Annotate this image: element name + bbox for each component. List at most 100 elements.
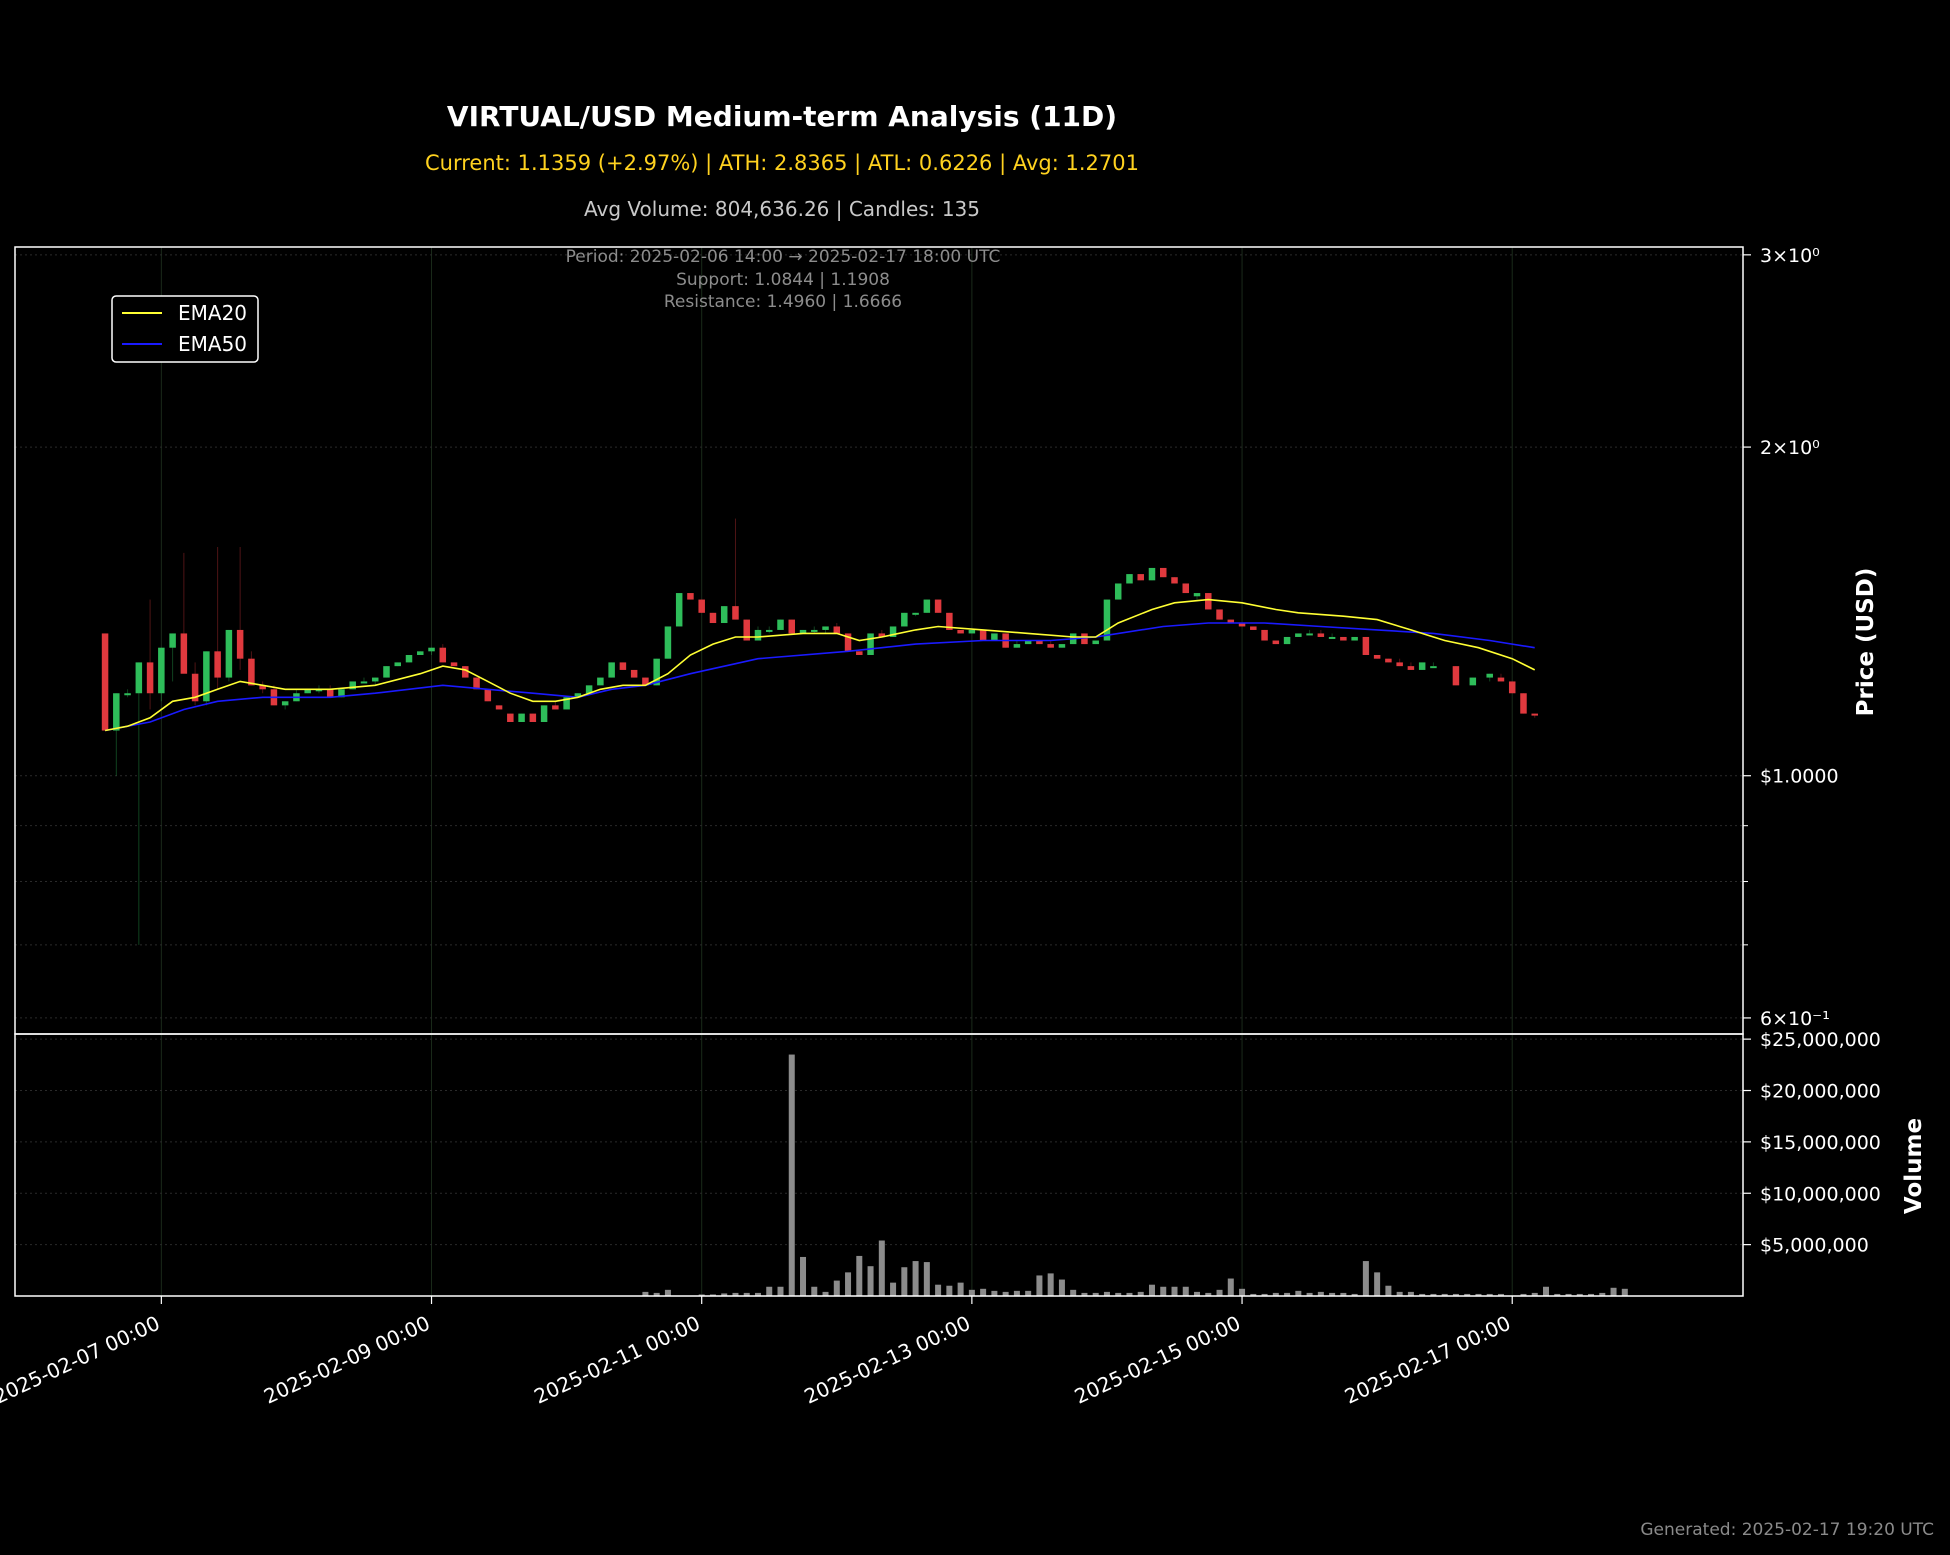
candle-body (371, 677, 379, 682)
candle-body (1081, 633, 1088, 645)
candle-body (597, 677, 604, 686)
candle-body (394, 662, 401, 667)
candle-body (360, 681, 368, 684)
annotation-period: Period: 2025-02-06 14:00 → 2025-02-17 18… (566, 247, 1001, 267)
volume-bar (1497, 1293, 1504, 1296)
candle-body (844, 633, 852, 652)
volume-bar (968, 1289, 975, 1296)
candle-body (405, 654, 413, 663)
volume-bar (1588, 1293, 1595, 1296)
volume-bar (1340, 1292, 1347, 1296)
price-tick-label: 2×10⁰ (1760, 437, 1820, 459)
volume-bar (1013, 1290, 1020, 1296)
volume-bar (1036, 1275, 1043, 1296)
candle-body (1373, 654, 1381, 659)
candle-body (417, 651, 424, 655)
candle-body (552, 705, 559, 710)
candle-body (1193, 593, 1201, 597)
volume-bar (1441, 1293, 1448, 1296)
candle-body (574, 693, 582, 698)
candle-body (214, 651, 221, 678)
candle-body (1531, 713, 1538, 716)
volume-bar (1385, 1285, 1392, 1296)
volume-bar (1396, 1291, 1403, 1296)
candle-body (1452, 666, 1460, 686)
candle-body (1283, 636, 1291, 645)
candle-body (1205, 593, 1212, 610)
volume-bar (698, 1294, 705, 1296)
volume-bar (845, 1272, 852, 1296)
candle-body (698, 599, 705, 613)
candle-body (720, 606, 728, 624)
candle-body (338, 689, 345, 698)
candle-body (1469, 677, 1477, 686)
candle-body (1137, 574, 1144, 581)
candle-body (991, 633, 998, 641)
candle-body (146, 662, 154, 694)
candle-body (169, 633, 176, 648)
candle-body (563, 697, 570, 710)
candle-body (1024, 640, 1032, 645)
candle-body (743, 619, 750, 641)
price-tick-label: $1.0000 (1760, 766, 1839, 788)
volume-bar (923, 1262, 930, 1296)
volume-bar (1599, 1292, 1606, 1296)
volume-bar (1160, 1286, 1167, 1296)
volume-bar (653, 1292, 660, 1296)
volume-bar (935, 1284, 942, 1296)
candle-body (124, 693, 131, 696)
candle-body (946, 612, 953, 630)
candle-body (1295, 633, 1302, 637)
volume-bar (1137, 1291, 1144, 1296)
candle-body (1148, 567, 1156, 581)
candle-body (281, 701, 289, 706)
volume-bar (754, 1292, 761, 1296)
candle-body (979, 629, 987, 641)
volume-tick-label: $25,000,000 (1760, 1029, 1881, 1051)
volume-bar (1520, 1293, 1527, 1296)
candle-body (799, 629, 807, 634)
volume-bar (1194, 1291, 1201, 1296)
volume-bar (777, 1286, 784, 1296)
volume-bar (1621, 1288, 1628, 1296)
x-tick-label: 2025-02-11 00:00 (530, 1311, 703, 1409)
volume-bar (980, 1288, 987, 1296)
candle-body (1351, 636, 1358, 641)
candle-body (856, 651, 863, 655)
candle-body (822, 626, 829, 630)
candle-body (529, 713, 537, 722)
volume-bar (867, 1266, 874, 1296)
candle-body (225, 629, 233, 678)
candle-body (630, 669, 638, 678)
chart-title: VIRTUAL/USD Medium-term Analysis (11D) (446, 100, 1118, 133)
candle-body (1159, 567, 1167, 578)
volume-bar (1565, 1293, 1572, 1296)
x-tick-label: 2025-02-15 00:00 (1071, 1311, 1244, 1409)
candle-body (473, 677, 480, 690)
chart-subtitle-volume: Avg Volume: 804,636.26 | Candles: 135 (584, 197, 980, 221)
generated-timestamp: Generated: 2025-02-17 19:20 UTC (1640, 1520, 1934, 1540)
chart-subtitle: Current: 1.1359 (+2.97%) | ATH: 2.8365 |… (425, 151, 1139, 175)
candle-body (1317, 633, 1325, 637)
candle-body (484, 689, 492, 702)
candle-body (1407, 666, 1415, 670)
candle-body (1261, 629, 1268, 641)
volume-bar (709, 1294, 716, 1296)
volume-bar (878, 1240, 885, 1296)
candle-body (1396, 662, 1403, 667)
candle-body (653, 658, 660, 686)
volume-panel-frame (14, 1033, 1744, 1297)
volume-bar (788, 1054, 795, 1296)
candle-body (675, 593, 683, 627)
candle-body (833, 626, 841, 634)
volume-bar (890, 1282, 897, 1296)
candle-body (1430, 666, 1437, 669)
volume-bar (732, 1292, 739, 1296)
candle-body (923, 599, 931, 613)
candle-body (1520, 693, 1527, 714)
candle-body (732, 606, 739, 620)
candle-body (158, 647, 165, 694)
volume-bar (811, 1286, 818, 1296)
volume-bar (1317, 1291, 1324, 1296)
ema50-line (104, 622, 1535, 732)
